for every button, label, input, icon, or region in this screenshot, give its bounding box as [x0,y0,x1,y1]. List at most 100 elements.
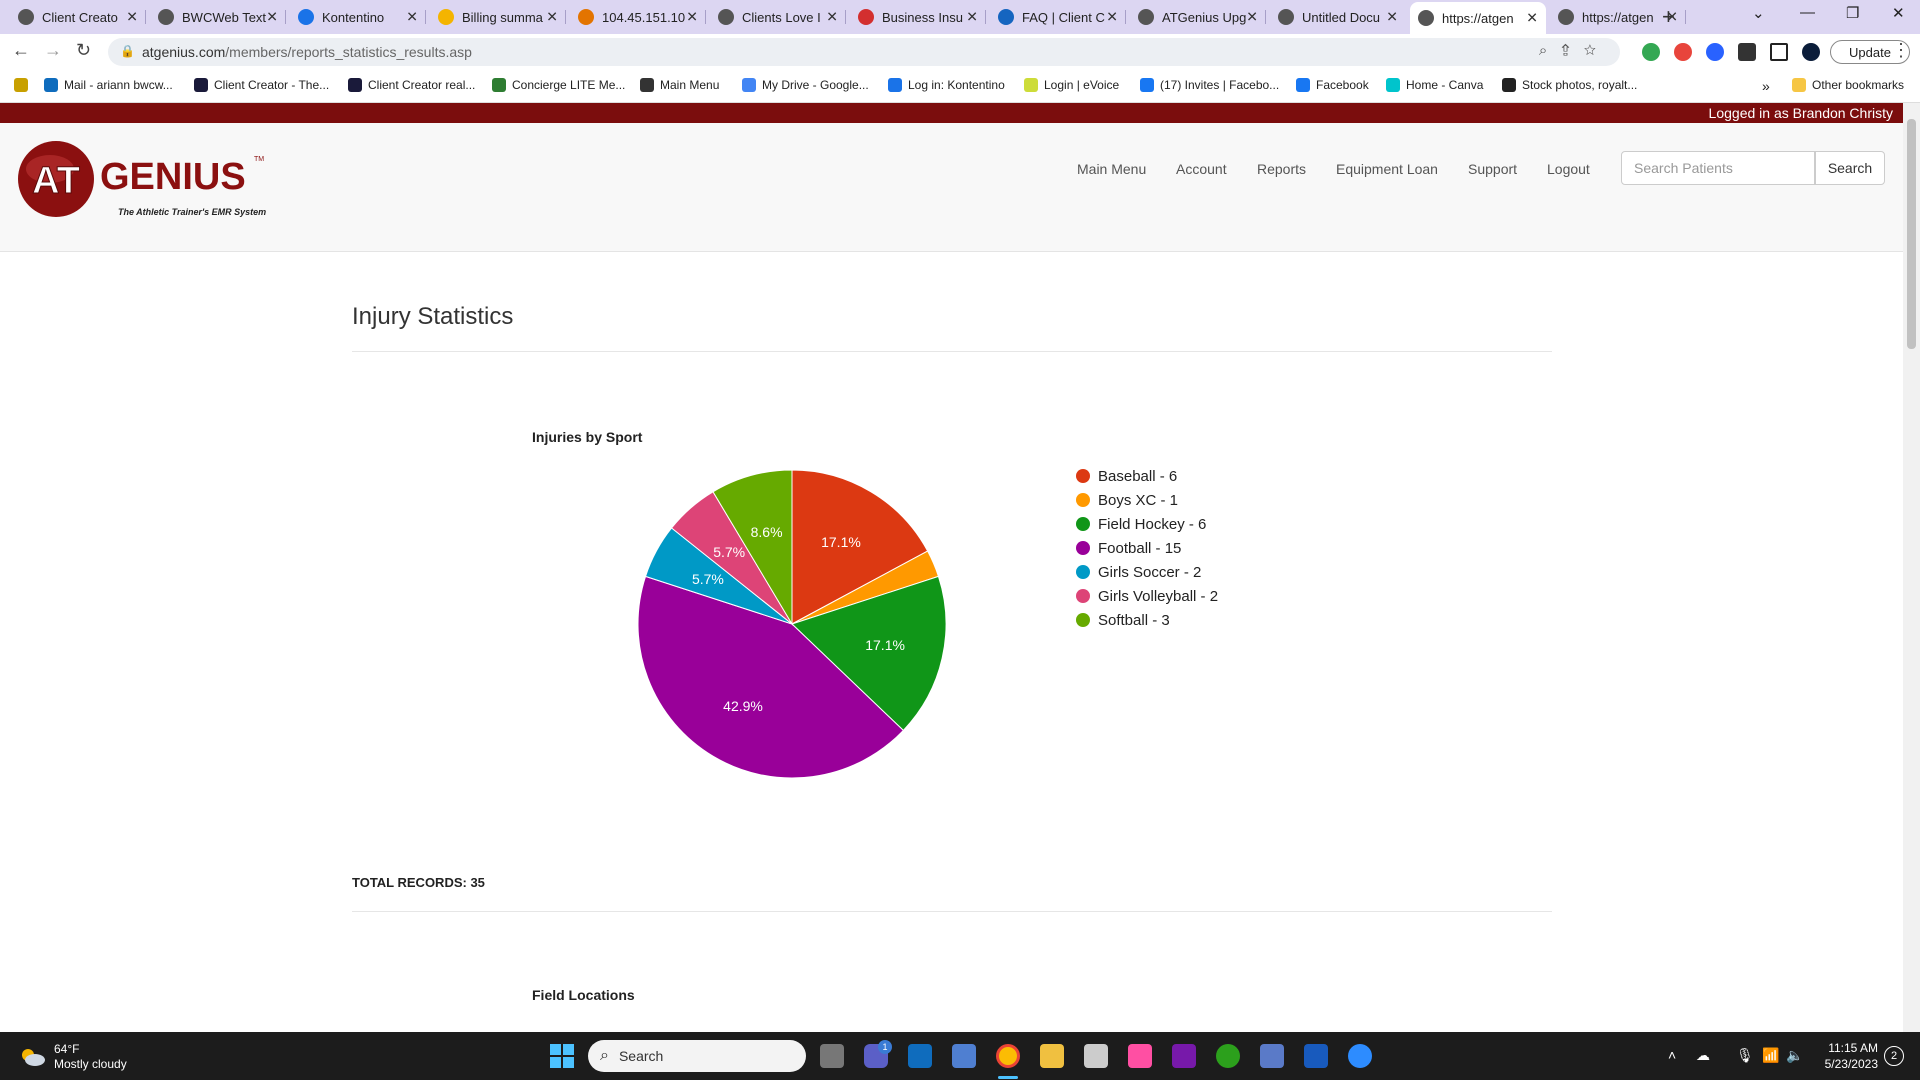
close-tab-icon[interactable]: ✕ [406,8,418,25]
extensions-puzzle-icon[interactable] [1738,43,1756,61]
search-patients-input[interactable] [1621,151,1815,185]
back-icon[interactable]: ← [12,40,30,60]
apps-icon[interactable] [14,78,34,92]
bookmark-item[interactable]: My Drive - Google... [742,78,869,92]
notepad-icon[interactable] [952,1044,976,1068]
close-tab-icon[interactable]: ✕ [1666,8,1678,25]
browser-tab[interactable]: https://atgen ✕ [1550,4,1686,30]
legend-item[interactable]: Softball - 3 [1076,608,1218,632]
bookmark-item[interactable]: (17) Invites | Facebo... [1140,78,1279,92]
side-panel-icon[interactable] [1770,43,1788,61]
browser-tab[interactable]: 104.45.151.10 ✕ [570,4,706,30]
bookmark-item[interactable]: Client Creator real... [348,78,475,92]
bookmark-item[interactable]: Main Menu [640,78,719,92]
tab-search-icon[interactable]: ⌄ [1752,5,1765,22]
legend-item[interactable]: Football - 15 [1076,536,1218,560]
weather-widget[interactable]: 64°F Mostly cloudy [18,1042,127,1072]
browser-tab[interactable]: Client Creato ✕ [10,4,146,30]
onedrive-cloud-icon[interactable]: ☁ [1696,1047,1710,1063]
task-view-icon[interactable] [820,1044,844,1068]
more-bookmarks-button[interactable]: » [1762,78,1770,94]
extension-icon[interactable] [1674,43,1692,61]
close-tab-icon[interactable]: ✕ [1246,8,1258,25]
bookmark-item[interactable]: Home - Canva [1386,78,1483,92]
nav-link-account[interactable]: Account [1176,161,1227,177]
wifi-icon[interactable]: 📶 [1762,1047,1780,1063]
legend-item[interactable]: Girls Soccer - 2 [1076,560,1218,584]
nav-link-equipment-loan[interactable]: Equipment Loan [1336,161,1438,177]
volume-icon[interactable]: 🔈 [1786,1047,1804,1063]
browser-tab[interactable]: Kontentino ✕ [290,4,426,30]
share-icon[interactable]: ⇪ [1561,42,1584,59]
browser-tab[interactable]: FAQ | Client C ✕ [990,4,1126,30]
taskbar-search-box[interactable]: ⌕ Search [588,1040,806,1072]
quickbooks-icon[interactable] [1216,1044,1240,1068]
legend-item[interactable]: Field Hockey - 6 [1076,512,1218,536]
outlook-icon[interactable] [908,1044,932,1068]
bookmark-item[interactable]: Mail - ariann bwcw... [44,78,173,92]
browser-tab[interactable]: Business Insu ✕ [850,4,986,30]
onenote-icon[interactable] [1172,1044,1196,1068]
nav-link-support[interactable]: Support [1468,161,1518,177]
browser-tab[interactable]: Clients Love I ✕ [710,4,846,30]
browser-menu-icon[interactable]: ⋮ [1892,40,1910,60]
forward-icon[interactable]: → [44,40,62,60]
browser-tab[interactable]: BWCWeb Text ✕ [150,4,286,30]
bookmark-item[interactable]: Stock photos, royalt... [1502,78,1637,92]
chrome-icon[interactable] [996,1044,1020,1068]
nav-link-reports[interactable]: Reports [1257,161,1307,177]
close-tab-icon[interactable]: ✕ [126,8,138,25]
other-bookmarks-folder[interactable]: Other bookmarks [1792,78,1904,92]
windows-start-icon[interactable] [550,1044,574,1068]
atgenius-logo[interactable]: AT GENIUS TM The Athletic Trainer's EMR … [14,139,284,229]
word-icon[interactable] [1304,1044,1328,1068]
close-tab-icon[interactable]: ✕ [546,8,558,25]
bookmark-item[interactable]: Log in: Kontentino [888,78,1005,92]
legend-item[interactable]: Baseball - 6 [1076,464,1218,488]
close-window-button[interactable]: ✕ [1892,5,1905,22]
update-button[interactable]: Update [1830,40,1910,64]
restore-button[interactable]: ❐ [1846,5,1860,22]
nav-link-logout[interactable]: Logout [1547,161,1590,177]
close-tab-icon[interactable]: ✕ [966,8,978,25]
pie-slice[interactable] [712,469,793,626]
close-tab-icon[interactable]: ✕ [1526,9,1538,26]
app-icon[interactable] [1128,1044,1152,1068]
close-tab-icon[interactable]: ✕ [266,8,278,25]
close-tab-icon[interactable]: ✕ [1386,8,1398,25]
bookmark-star-icon[interactable]: ☆ [1583,42,1610,59]
browser-tab[interactable]: https://atgen ✕ [1410,2,1546,34]
browser-tab[interactable]: Untitled Docu ✕ [1270,4,1406,30]
search-button[interactable]: Search [1815,151,1885,185]
zoom-icon[interactable] [1348,1044,1372,1068]
microphone-icon[interactable]: 🎙 [1736,1047,1754,1063]
system-clock[interactable]: 11:15 AM 5/23/2023 [1820,1040,1878,1072]
pie-slice[interactable] [791,575,947,732]
app-icon[interactable] [1260,1044,1284,1068]
file-explorer-icon[interactable] [1040,1044,1064,1068]
bookmark-item[interactable]: Concierge LITE Me... [492,78,625,92]
reload-icon[interactable]: ↻ [76,40,92,60]
scrollbar-thumb[interactable] [1907,119,1916,349]
close-tab-icon[interactable]: ✕ [826,8,838,25]
chevron-up-icon[interactable]: ˄ [1668,1047,1677,1063]
new-tab-button[interactable]: + [1662,4,1675,29]
legend-item[interactable]: Boys XC - 1 [1076,488,1218,512]
store-icon[interactable] [1084,1044,1108,1068]
pie-slice[interactable] [637,575,905,779]
page-scrollbar[interactable] [1903,103,1920,1032]
close-tab-icon[interactable]: ✕ [686,8,698,25]
close-tab-icon[interactable]: ✕ [1106,8,1118,25]
bookmark-item[interactable]: Login | eVoice [1024,78,1119,92]
extension-icon[interactable] [1706,43,1724,61]
nav-link-main-menu[interactable]: Main Menu [1077,161,1147,177]
browser-tab[interactable]: Billing summa ✕ [430,4,566,30]
extension-icon[interactable] [1642,43,1660,61]
legend-item[interactable]: Girls Volleyball - 2 [1076,584,1218,608]
zoom-icon[interactable]: ⌕ [1538,42,1562,59]
address-bar[interactable]: 🔒 atgenius.com/members/reports_statistic… [108,38,1620,66]
bookmark-item[interactable]: Facebook [1296,78,1369,92]
browser-tab[interactable]: ATGenius Upg ✕ [1130,4,1266,30]
profile-avatar[interactable] [1802,43,1820,61]
pie-slice[interactable] [791,469,929,625]
